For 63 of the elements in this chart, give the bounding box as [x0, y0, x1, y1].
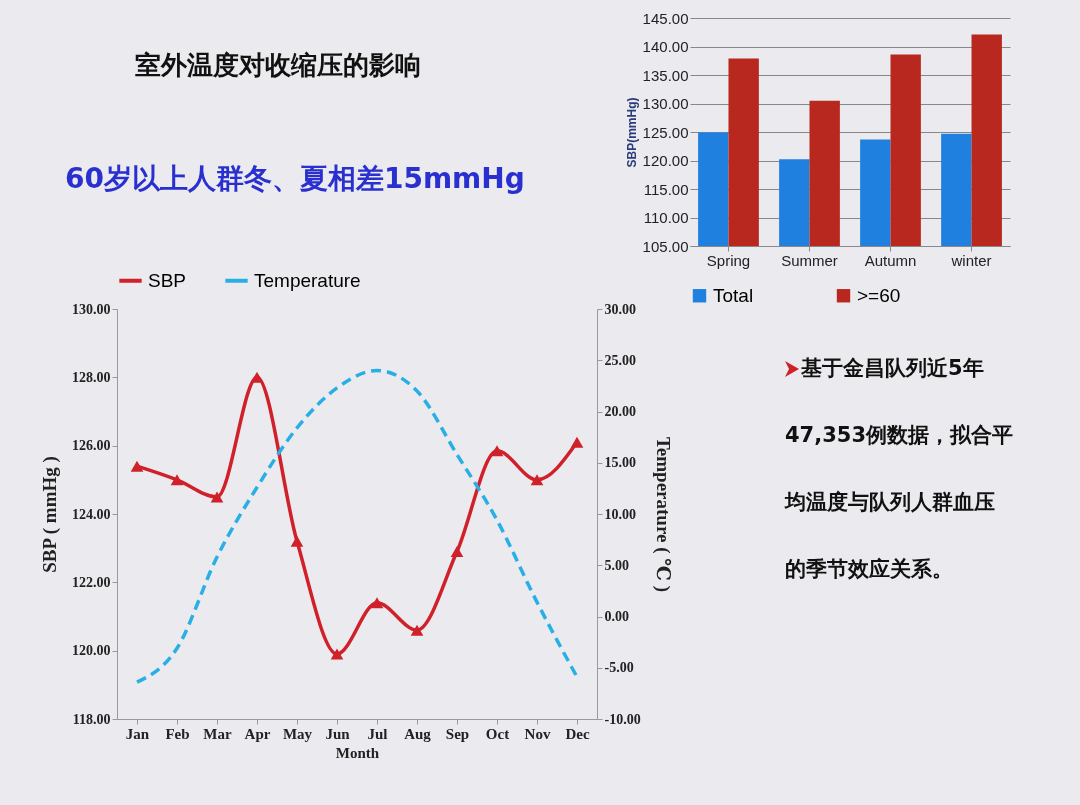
y-axis-title: SBP ( mmHg )	[39, 456, 61, 573]
legend-label: SBP	[148, 269, 187, 291]
y-tick-label: 135.00	[642, 66, 689, 84]
y-tick-label: 120.00	[72, 643, 111, 659]
point	[170, 474, 184, 486]
x-tick-label: Nov	[524, 725, 551, 742]
x-tick-label: winter	[950, 251, 992, 269]
x-tick-label: Dec	[565, 725, 590, 742]
legend-label: Temperature	[254, 269, 361, 291]
x-tick-label: Apr	[244, 725, 271, 742]
x-tick-label: Feb	[165, 725, 190, 742]
y-tick-label: 130.00	[642, 95, 689, 112]
y2-tick-label: 5.00	[604, 557, 629, 573]
text: 基于金昌队列近5年47,353例数据，拟合平均温度与队列人群血压的季节效应关系。	[785, 356, 1014, 581]
y-tick-label: 125.00	[642, 123, 689, 141]
y-axis-title: SBP(mmHg)	[624, 97, 639, 168]
y2-tick-label: 10.00	[604, 506, 636, 522]
point	[530, 474, 544, 486]
point	[130, 460, 144, 472]
legend-label: Total	[713, 284, 754, 306]
y-tick-label: 140.00	[642, 38, 689, 55]
x-tick-label: Aug	[404, 725, 432, 742]
x-tick-label: Sep	[445, 725, 470, 742]
y-tick-label: 130.00	[72, 301, 111, 317]
y-tick-label: 115.00	[643, 180, 689, 198]
y2-tick-label: 30.00	[604, 301, 636, 317]
y2-tick-label: 0.00	[604, 609, 629, 624]
x-tick-label: Summer	[781, 251, 838, 269]
y-tick-label: 145.00	[642, 9, 689, 27]
x-tick-label: Jan	[125, 725, 150, 742]
y-tick-label: 128.00	[72, 369, 111, 385]
point	[330, 648, 344, 660]
point	[210, 491, 224, 503]
y-tick-label: 118.00	[72, 711, 111, 727]
x-tick-label: Jun	[325, 725, 351, 742]
x-tick-label: Mar	[203, 725, 232, 742]
point	[490, 445, 504, 457]
x-tick-label: May	[282, 725, 313, 742]
x-tick-label: Spring	[706, 251, 751, 269]
y-tick-label: 122.00	[72, 574, 111, 590]
point	[570, 436, 584, 448]
y2-tick-label: 25.00	[604, 352, 636, 368]
chart-subtitle: 60岁以上人群冬、夏相差15mmHg	[65, 161, 525, 197]
x-tick-label: Autumn	[864, 251, 917, 269]
y2-axis-title: Temperature ( ℃ )	[651, 436, 674, 593]
y-tick-label: 126.00	[72, 438, 111, 454]
x-axis-title: Month	[335, 744, 380, 761]
y-tick-label: 110.00	[643, 209, 689, 226]
legend-label: >=60	[857, 284, 901, 306]
y2-tick-label: 15.00	[604, 455, 636, 471]
chart-title: 室外温度对收缩压的影响	[135, 49, 421, 82]
point	[290, 535, 304, 547]
y-tick-label: 105.00	[642, 237, 689, 255]
point	[410, 624, 424, 636]
y-tick-label: 120.00	[642, 152, 689, 169]
y2-tick-label: 20.00	[604, 404, 636, 419]
y2-tick-label: -5.00	[604, 660, 634, 676]
y2-tick-label: -10.00	[604, 711, 641, 727]
point	[450, 546, 464, 558]
x-tick-label: Oct	[485, 725, 510, 742]
x-tick-label: Jul	[367, 725, 388, 742]
y-tick-label: 124.00	[72, 506, 111, 522]
point	[370, 597, 384, 609]
